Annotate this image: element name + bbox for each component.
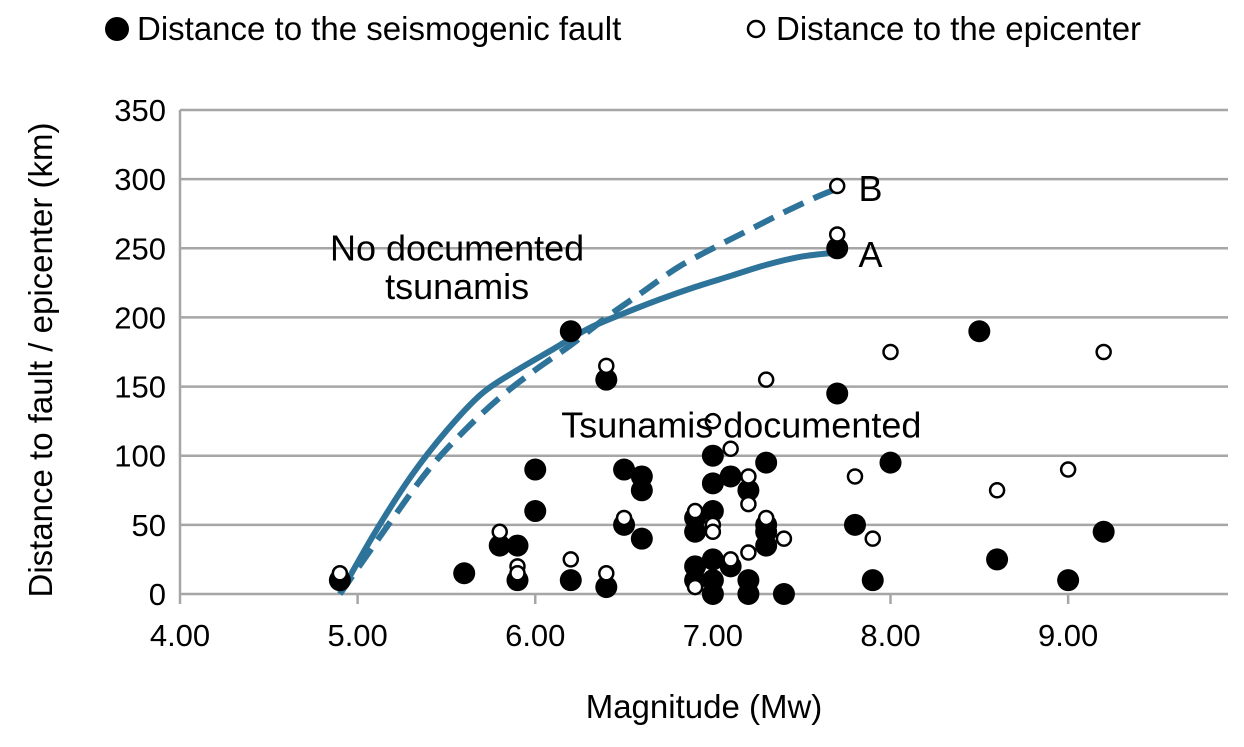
fault-distance-point: [755, 534, 778, 557]
fault-distance-point: [630, 527, 653, 550]
epicenter-distance-point: [828, 177, 846, 195]
y-axis-title: Distance to fault / epicenter (km): [22, 122, 59, 597]
fault-distance-point: [684, 520, 707, 543]
fault-distance-point: [879, 451, 902, 474]
epicenter-distance-point: [988, 482, 1006, 499]
fault-distance-point: [701, 583, 724, 605]
epicenter-distance-point: [882, 343, 899, 361]
epicenter-distance-point: [1095, 343, 1112, 361]
epicenter-distance-point: [775, 530, 793, 547]
fault-distance-point: [559, 320, 582, 343]
x-tick-label: 9.00: [1038, 618, 1098, 653]
y-tick-label: 50: [132, 508, 166, 543]
y-tick-label: 350: [114, 93, 166, 128]
epicenter-distance-point: [757, 509, 775, 527]
epicenter-distance-point: [740, 468, 757, 485]
annotation-text: tsunamis: [385, 266, 529, 307]
legend: Distance to the seismogenic fault Distan…: [105, 10, 1141, 47]
fault-distance-point: [986, 548, 1009, 571]
annotation-text: B: [859, 168, 883, 209]
epicenter-distance-point: [491, 523, 508, 541]
annotation-text: A: [859, 234, 883, 275]
fault-distance-point: [826, 237, 849, 260]
curve-b: [337, 186, 839, 596]
fault-distance-point: [737, 479, 760, 502]
fault-distance-point: [772, 583, 795, 605]
epicenter-distance-point: [598, 357, 615, 375]
epicenter-distance-point: [828, 226, 846, 243]
fault-distance-point: [1057, 569, 1080, 592]
epicenter-distance-point: [704, 523, 722, 541]
y-tick-label: 200: [114, 300, 166, 335]
chart-text: Magnitude (Mw) Distance to fault / epice…: [22, 93, 1098, 725]
fault-distance-point: [755, 451, 778, 474]
y-tick-label: 150: [114, 370, 166, 405]
fault-distance-point: [524, 458, 547, 481]
x-tick-label: 5.00: [327, 618, 387, 653]
epicenter-distance-point: [704, 412, 722, 430]
epicenter-distance-point: [686, 502, 704, 520]
data-points: [328, 177, 1115, 605]
x-axis-title: Magnitude (Mw): [586, 688, 823, 725]
fault-distance-point: [701, 472, 724, 495]
epicenter-distance-point: [509, 565, 526, 582]
x-tick-label: 8.00: [860, 618, 920, 653]
fault-distance-point: [826, 382, 849, 405]
boundary-curves: [337, 186, 839, 596]
fault-distance-point: [595, 576, 618, 599]
fault-distance-point: [701, 444, 724, 467]
fault-distance-point: [524, 500, 547, 523]
epicenter-distance-point: [740, 495, 757, 513]
epicenter-distance-point: [686, 578, 704, 596]
epicenter-distance-point: [846, 468, 864, 485]
x-tick-label: 7.00: [683, 618, 743, 653]
fault-distance-point: [506, 534, 529, 557]
y-tick-label: 0: [149, 577, 166, 612]
fault-distance-point: [559, 569, 582, 592]
epicenter-distance-point: [722, 440, 739, 458]
epicenter-distance-point: [740, 544, 757, 561]
fault-distance-point: [613, 458, 636, 481]
annotation-text: No documented: [330, 227, 584, 268]
gridlines: [180, 108, 1228, 527]
x-tick-label: 6.00: [505, 618, 565, 653]
legend-open-circle-icon: [746, 19, 766, 39]
epicenter-distance-point: [722, 551, 739, 568]
fault-distance-point: [630, 479, 653, 502]
epicenter-distance-point: [1059, 461, 1077, 478]
fault-distance-point: [488, 534, 511, 557]
epicenter-distance-point: [331, 565, 349, 582]
fault-distance-point: [861, 569, 884, 592]
annotation-text: Tsunamis documented: [561, 404, 921, 445]
fault-distance-point: [719, 465, 742, 488]
epicenter-distance-point: [615, 509, 633, 527]
epicenter-distance-point: [757, 371, 775, 388]
fault-distance-point: [701, 500, 724, 523]
y-tick-label: 100: [114, 439, 166, 474]
fault-distance-point: [453, 562, 476, 585]
y-tick-label: 250: [114, 231, 166, 266]
epicenter-distance-point: [562, 551, 580, 568]
epicenter-distance-point: [864, 530, 881, 547]
fault-distance-point: [1092, 520, 1115, 543]
fault-distance-point: [843, 513, 866, 536]
fault-distance-point: [701, 548, 724, 571]
y-tick-label: 300: [114, 162, 166, 197]
x-tick-label: 4.00: [150, 618, 210, 653]
fault-distance-point: [737, 583, 760, 605]
legend-filled-circle-icon: [105, 17, 129, 41]
fault-distance-point: [595, 368, 618, 391]
legend-label-epicenter: Distance to the epicenter: [776, 10, 1141, 47]
fault-distance-point: [968, 320, 991, 343]
legend-label-fault: Distance to the seismogenic fault: [137, 10, 621, 47]
epicenter-distance-point: [598, 565, 615, 582]
